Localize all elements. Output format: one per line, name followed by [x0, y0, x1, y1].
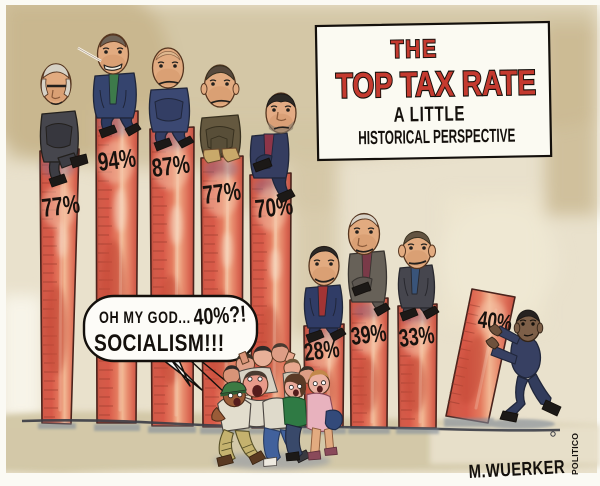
svg-text:THE: THE [391, 34, 439, 63]
svg-text:OH MY GOD...: OH MY GOD... [99, 310, 191, 328]
svg-text:94%: 94% [96, 143, 137, 177]
svg-text:M.WUERKER: M.WUERKER [468, 456, 565, 482]
svg-text:77%: 77% [40, 189, 81, 223]
svg-text:A LITTLE: A LITTLE [393, 101, 465, 126]
svg-text:87%: 87% [150, 149, 191, 183]
svg-text:33%: 33% [397, 320, 436, 353]
svg-text:SOCIALISM!!!: SOCIALISM!!! [94, 329, 225, 357]
svg-text:TOP TAX RATE: TOP TAX RATE [335, 62, 536, 105]
svg-text:POLITICO: POLITICO [570, 433, 580, 475]
svg-text:HISTORICAL PERSPECTIVE: HISTORICAL PERSPECTIVE [358, 126, 516, 149]
svg-text:39%: 39% [349, 318, 388, 351]
svg-text:40%?!: 40%?! [193, 301, 247, 330]
svg-text:77%: 77% [201, 176, 242, 210]
